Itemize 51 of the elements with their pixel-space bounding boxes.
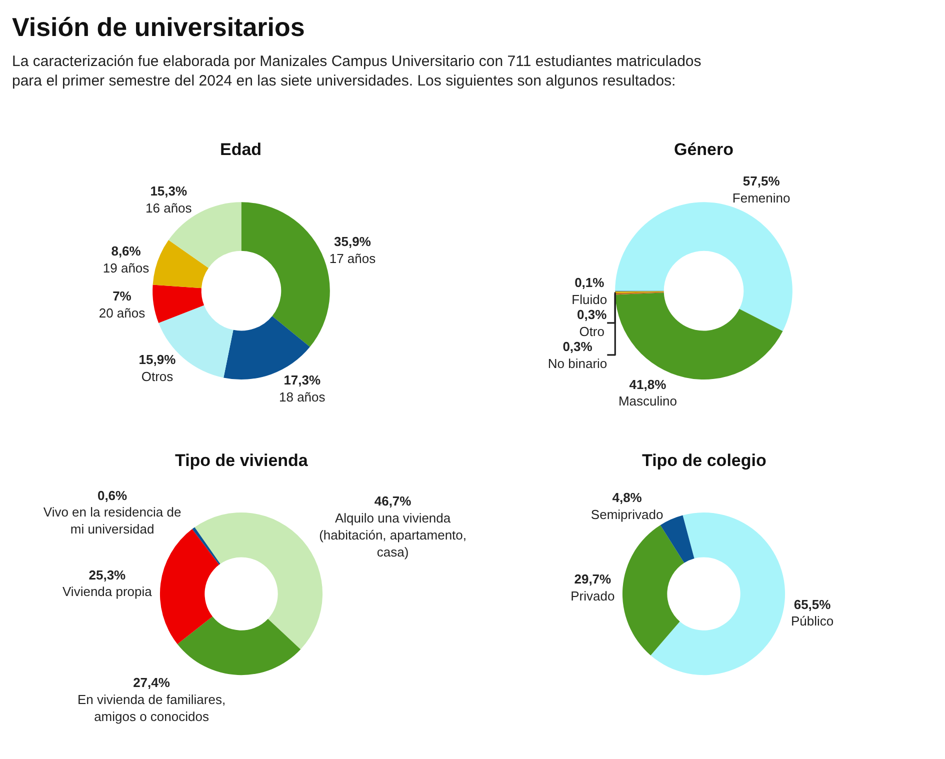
slice-label: Otro	[579, 324, 604, 339]
donut-slice	[177, 616, 301, 676]
donut-slice	[615, 202, 792, 332]
donut-slice	[152, 240, 209, 288]
slice-label: Público	[790, 614, 834, 629]
donut-slice	[192, 527, 220, 565]
data-label: 0,3%	[577, 307, 608, 322]
donut-slice	[241, 202, 330, 347]
data-label: 27,4%	[133, 674, 170, 690]
slice-label: Femenino	[732, 190, 790, 206]
slice-label: Masculino	[618, 394, 677, 409]
slice-label: Vivienda propia	[62, 584, 153, 600]
text: La caracterización fue elaborada por Manizales Campus Universitario con 711 estudiantes matriculados para el primer semestre del 2024 en las siete universidades. Los siguientes son algunos resultados:	[12, 53, 702, 90]
slice-label: 16 años	[146, 200, 192, 216]
data-label: 7%	[112, 288, 132, 304]
slice-label: En vivienda de familiares, amigos o conocidos	[77, 692, 226, 724]
donut-slice	[152, 284, 204, 323]
data-label: 35,9%	[334, 234, 372, 249]
slice-label: 17 años	[329, 250, 376, 266]
data-label: 57,5%	[742, 174, 780, 189]
slice-label: Privado	[570, 588, 615, 604]
data-label: 17,3%	[284, 372, 321, 388]
chart-title: Tipo de colegio	[642, 451, 766, 470]
data-label: 0,6%	[97, 488, 128, 503]
text: Visión de universitarios	[12, 12, 305, 42]
slice-label: Vivo en la residencia de mi universidad	[43, 504, 182, 537]
data-label: 15,3%	[150, 184, 188, 199]
chart-title: Tipo de vivienda	[175, 451, 308, 470]
slice-label: Fluido	[572, 292, 608, 308]
slice-label: Alquilo una vivienda (habitación, apartamento, casa)	[319, 510, 467, 560]
data-label: 8,6%	[111, 244, 142, 259]
slice-label: 20 años	[98, 305, 146, 320]
data-label: 0,3%	[562, 338, 593, 354]
slice-label: No binario	[548, 356, 608, 371]
data-label: 15,9%	[138, 352, 176, 367]
donut-slice	[622, 525, 684, 656]
chart-title: Edad	[220, 140, 262, 159]
slice-label: Otros	[141, 368, 174, 384]
slice-label: 19 años	[102, 260, 150, 276]
data-label: 29,7%	[574, 572, 612, 587]
data-label: 25,3%	[88, 567, 126, 582]
data-label: 65,5%	[794, 596, 832, 612]
slice-label: Semiprivado	[590, 506, 664, 522]
data-label: 4,8%	[612, 490, 642, 506]
data-label: 46,7%	[374, 494, 412, 509]
slice-label: 18 años	[279, 389, 326, 404]
data-label: 41,8%	[629, 376, 667, 392]
chart-title: Género	[674, 140, 734, 159]
data-label: 0,1%	[574, 275, 605, 290]
donut-slice	[160, 529, 220, 644]
donut-slice	[615, 292, 783, 380]
